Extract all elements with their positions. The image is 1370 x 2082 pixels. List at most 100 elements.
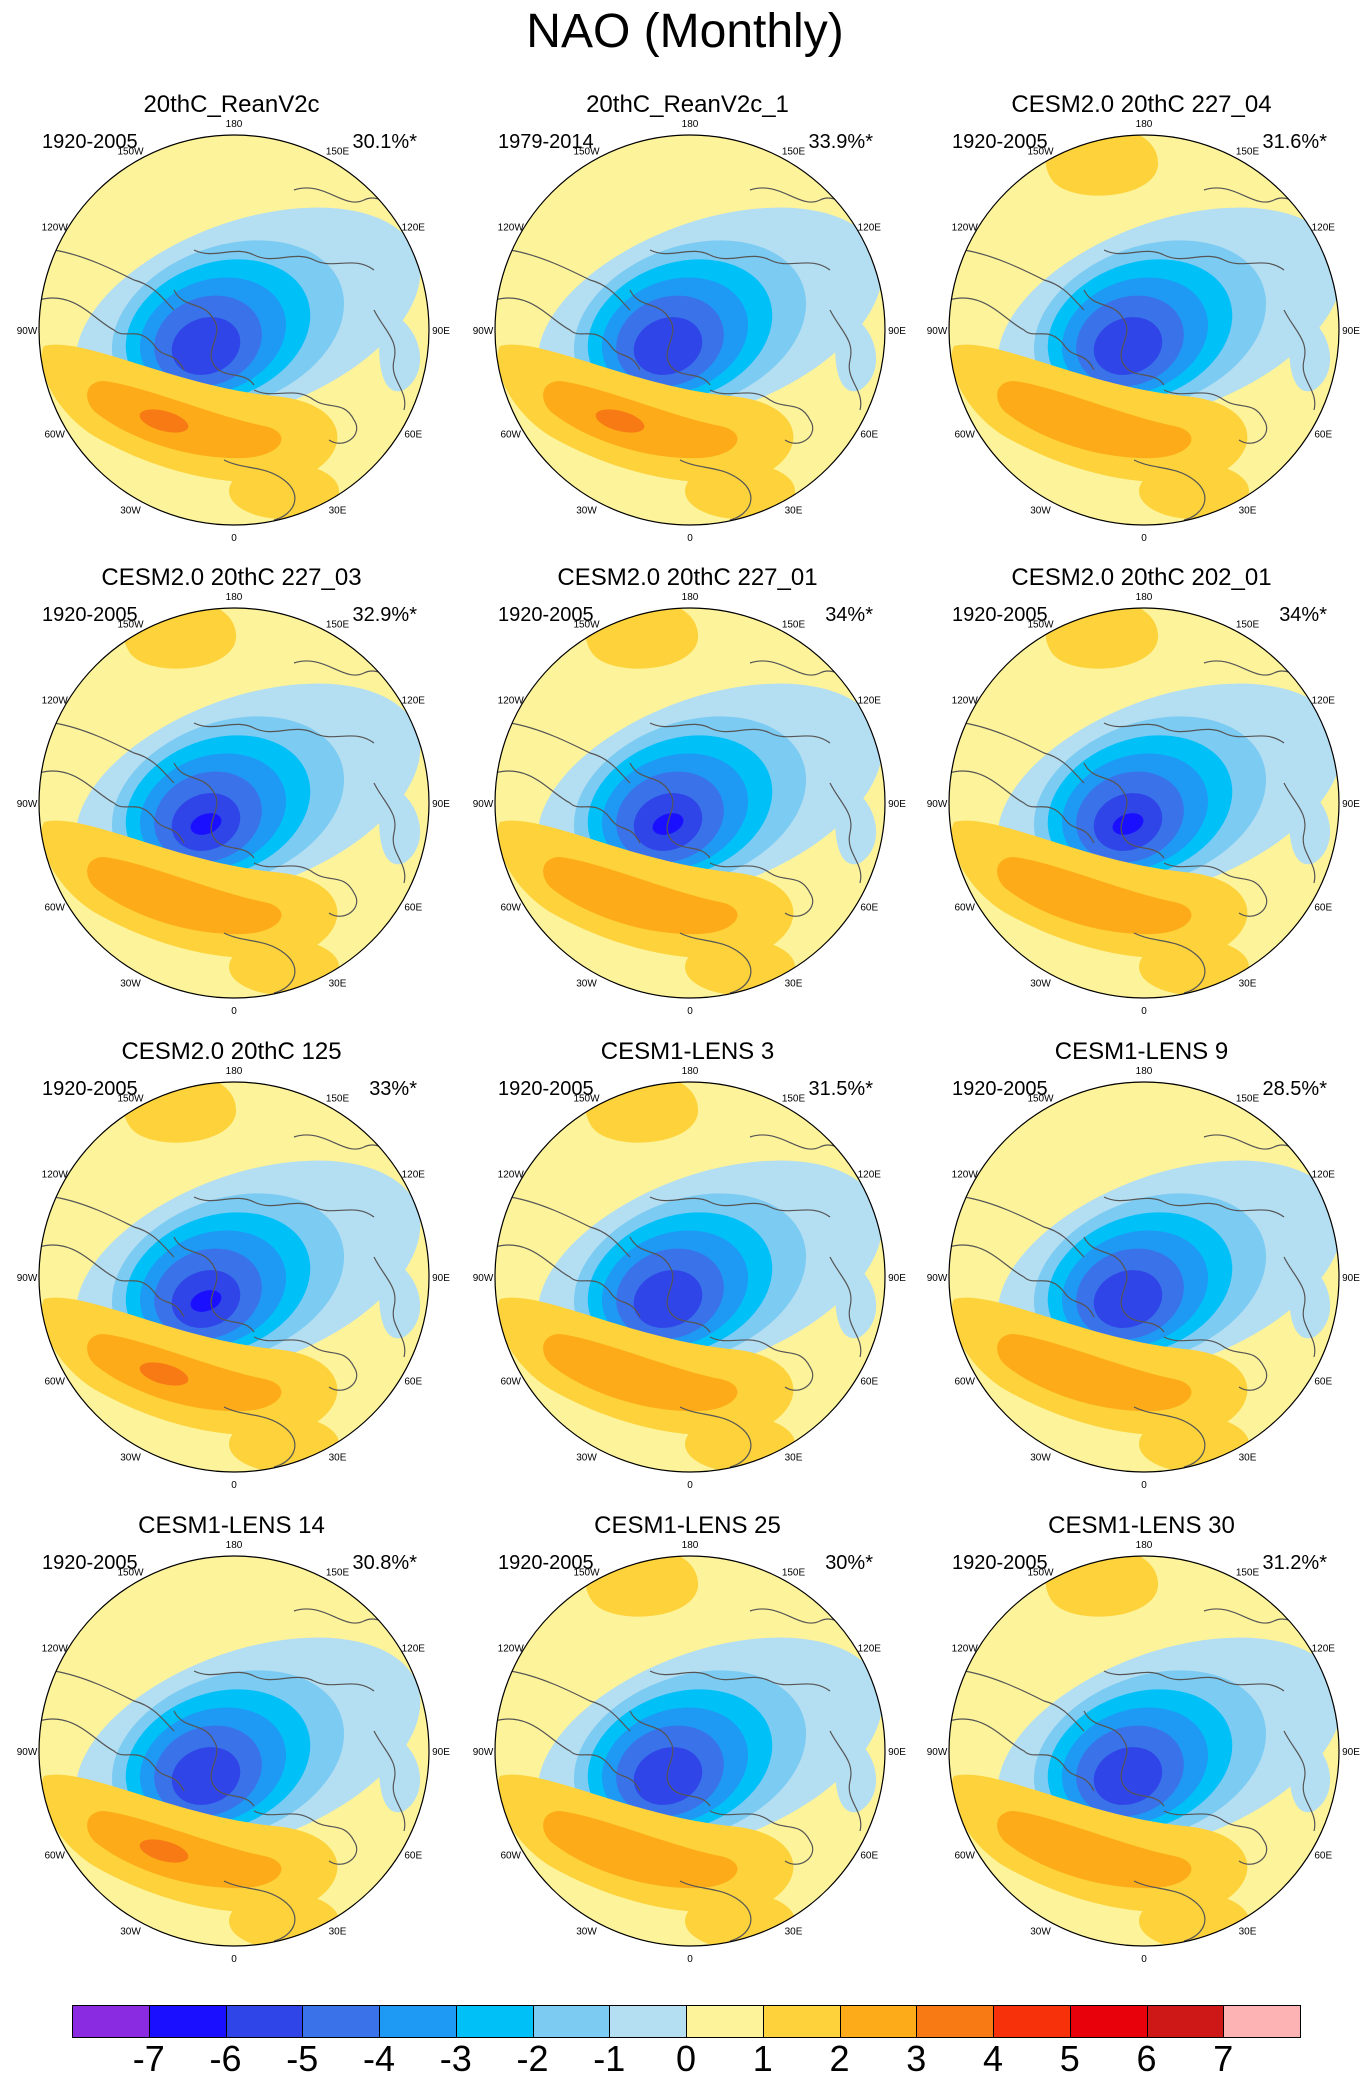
colorbar-box — [72, 2005, 150, 2038]
longitude-label: 150W — [573, 620, 600, 631]
polar-map: 180 150E 120E 90E 60E 30E 0 30W 60W 90W 120W 150W — [473, 1540, 907, 1965]
panel-title: CESM2.0 20thC 227_04 — [1011, 91, 1272, 118]
longitude-label: 150E — [782, 147, 806, 158]
panel-variance-explained: 28.5%* — [1262, 1078, 1328, 1100]
colorbar-label: -6 — [209, 2038, 242, 2079]
longitude-label: 0 — [1141, 533, 1147, 544]
panel-period: 1920-2005 — [42, 1552, 138, 1574]
longitude-label: 150E — [326, 1094, 350, 1105]
contour-fill — [495, 1082, 885, 1472]
longitude-label: 150W — [1027, 147, 1054, 158]
colorbar-box — [686, 2005, 764, 2038]
longitude-label: 30E — [1239, 978, 1257, 989]
longitude-label: 30W — [120, 1452, 141, 1463]
longitude-label: 0 — [687, 1006, 693, 1017]
longitude-label: 0 — [231, 1480, 237, 1491]
contour-fill — [39, 1082, 429, 1472]
longitude-label: 90W — [927, 1747, 948, 1758]
longitude-label: 120E — [1312, 696, 1336, 707]
longitude-label: 60E — [404, 1377, 422, 1388]
panel-period: 1920-2005 — [952, 1552, 1048, 1574]
longitude-label: 30E — [329, 1926, 347, 1937]
longitude-label: 90W — [473, 1747, 494, 1758]
longitude-label: 120E — [402, 1644, 426, 1655]
longitude-label: 90E — [432, 1273, 450, 1284]
colorbar-box — [302, 2005, 380, 2038]
colorbar-box — [1223, 2005, 1301, 2038]
polar-map: 180 150E 120E 90E 60E 30E 0 30W 60W 90W 120W 150W — [927, 592, 1361, 1017]
longitude-label: 30E — [785, 1926, 803, 1937]
colorbar-box — [993, 2005, 1071, 2038]
polar-map: 180 150E 120E 90E 60E 30E 0 30W 60W 90W 120W 150W — [473, 1066, 907, 1491]
longitude-label: 60E — [860, 430, 878, 441]
longitude-label: 60W — [500, 430, 521, 441]
longitude-label: 0 — [687, 1954, 693, 1965]
map-panels: 180 150E 120E 90E 60E 30E 0 30W 60W 90W 120W 150W 20… — [17, 90, 1369, 1981]
longitude-label: 30W — [576, 1452, 597, 1463]
longitude-label: 120W — [498, 696, 525, 707]
longitude-label: 120W — [42, 696, 69, 707]
longitude-label: 30W — [1030, 1452, 1051, 1463]
panel-title: CESM2.0 20thC 202_01 — [1011, 564, 1272, 591]
longitude-label: 90W — [17, 326, 38, 337]
coastlines — [39, 1608, 420, 1942]
longitude-label: 120W — [42, 1170, 69, 1181]
colorbar-box — [148, 2005, 227, 2038]
longitude-label: 0 — [1141, 1954, 1147, 1965]
longitude-label: 90W — [473, 799, 494, 810]
colorbar-boxes — [72, 2005, 1301, 2038]
longitude-label: 60W — [44, 1851, 65, 1862]
map-panel: 180 150E 120E 90E 60E 30E 0 30W 60W 90W 120W 150W CE… — [914, 563, 1369, 1033]
map-panel: 180 150E 120E 90E 60E 30E 0 30W 60W 90W 120W 150W CE… — [914, 90, 1369, 560]
longitude-label: 90W — [927, 1273, 948, 1284]
longitude-label: 30W — [576, 978, 597, 989]
longitude-label: 90E — [888, 326, 906, 337]
longitude-label: 120W — [498, 223, 525, 234]
colorbar-label: -7 — [132, 2038, 165, 2079]
longitude-label: 180 — [226, 119, 243, 130]
colorbar-box — [839, 2005, 918, 2038]
panel-variance-explained: 31.6%* — [1262, 131, 1328, 153]
longitude-label: 120E — [1312, 1170, 1336, 1181]
panel-period: 1920-2005 — [952, 1078, 1048, 1100]
longitude-label: 120E — [402, 696, 426, 707]
coastlines — [39, 660, 420, 994]
longitude-label: 90W — [927, 326, 948, 337]
longitude-label: 60E — [404, 903, 422, 914]
longitude-label: 60W — [500, 1377, 521, 1388]
longitude-label: 30W — [120, 1926, 141, 1937]
longitude-label: 150E — [1236, 620, 1260, 631]
longitude-label: 120E — [402, 1170, 426, 1181]
longitude-label: 120W — [952, 1170, 979, 1181]
longitude-label: 90E — [432, 799, 450, 810]
polar-map: 180 150E 120E 90E 60E 30E 0 30W 60W 90W 120W 150W — [927, 1066, 1361, 1491]
longitude-label: 180 — [1136, 1066, 1153, 1077]
panel-variance-explained: 33%* — [369, 1078, 417, 1100]
longitude-label: 150E — [326, 1568, 350, 1579]
map-panel: 180 150E 120E 90E 60E 30E 0 30W 60W 90W 120W 150W CE… — [914, 1037, 1369, 1507]
polar-map: 180 150E 120E 90E 60E 30E 0 30W 60W 90W 120W 150W — [17, 1066, 451, 1491]
colorbar-box — [1069, 2005, 1148, 2038]
longitude-label: 0 — [231, 1954, 237, 1965]
contour-fill — [495, 135, 885, 525]
longitude-label: 150E — [782, 620, 806, 631]
longitude-label: 30E — [785, 1452, 803, 1463]
longitude-label: 60W — [44, 903, 65, 914]
longitude-label: 180 — [226, 1540, 243, 1551]
colorbar-label: 2 — [829, 2038, 850, 2079]
longitude-label: 30W — [1030, 978, 1051, 989]
longitude-label: 30W — [120, 978, 141, 989]
longitude-label: 150E — [1236, 147, 1260, 158]
contour-fill — [949, 1556, 1339, 1946]
longitude-label: 150E — [326, 620, 350, 631]
panel-period: 1920-2005 — [42, 604, 138, 626]
polar-map: 180 150E 120E 90E 60E 30E 0 30W 60W 90W 120W 150W — [473, 119, 907, 544]
longitude-label: 120W — [42, 1644, 69, 1655]
longitude-label: 60W — [954, 903, 975, 914]
contour-fill — [949, 1082, 1339, 1472]
map-panel: 180 150E 120E 90E 60E 30E 0 30W 60W 90W 120W 150W CE… — [914, 1511, 1369, 1981]
longitude-label: 60E — [860, 903, 878, 914]
polar-map: 180 150E 120E 90E 60E 30E 0 30W 60W 90W 120W 150W — [17, 592, 451, 1017]
panel-title: 20thC_ReanV2c — [143, 91, 320, 118]
longitude-label: 0 — [231, 1006, 237, 1017]
